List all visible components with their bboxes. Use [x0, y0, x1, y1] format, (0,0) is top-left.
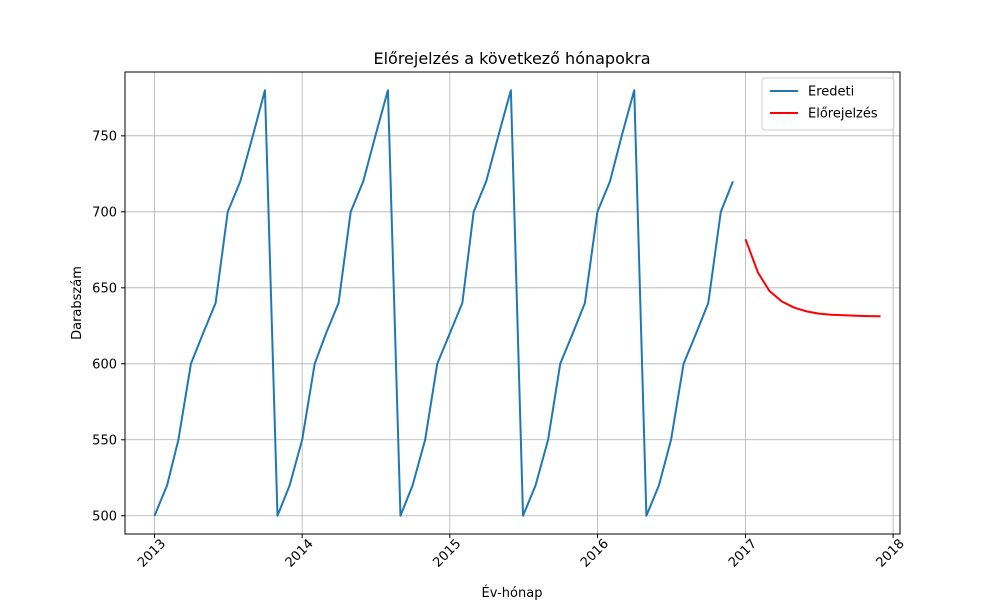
grid: [125, 72, 900, 534]
legend-label-1: Előrejelzés: [808, 107, 878, 122]
chart-title: Előrejelzés a következő hónapokra: [373, 49, 650, 68]
plot-frame: [124, 71, 901, 535]
x-axis: 2013 2014 2015 2016 2017 2018: [135, 534, 908, 571]
x-tick-label: 2016: [578, 537, 612, 571]
x-axis-label: Év-hónap: [482, 585, 543, 600]
x-tick-label: 2018: [874, 537, 908, 571]
y-tick-label: 650: [92, 281, 117, 296]
legend: Eredeti Előrejelzés: [761, 77, 895, 131]
series-layer: [153, 89, 881, 517]
y-tick-label: 700: [92, 205, 117, 220]
y-axis-label: Darabszám: [70, 266, 85, 340]
legend-label-0: Eredeti: [808, 85, 854, 100]
x-tick-label: 2013: [135, 537, 169, 571]
y-tick-label: 500: [92, 509, 117, 524]
y-axis: 500 550 600 650 700 750: [92, 129, 125, 524]
series-line-0: [153, 89, 734, 517]
y-tick-label: 550: [92, 433, 117, 448]
series-line-1: [744, 238, 881, 318]
x-tick-label: 2014: [283, 537, 317, 571]
x-tick-label: 2017: [726, 537, 760, 571]
x-tick-label: 2015: [430, 537, 464, 571]
y-tick-label: 600: [92, 357, 117, 372]
y-tick-label: 750: [92, 129, 117, 144]
